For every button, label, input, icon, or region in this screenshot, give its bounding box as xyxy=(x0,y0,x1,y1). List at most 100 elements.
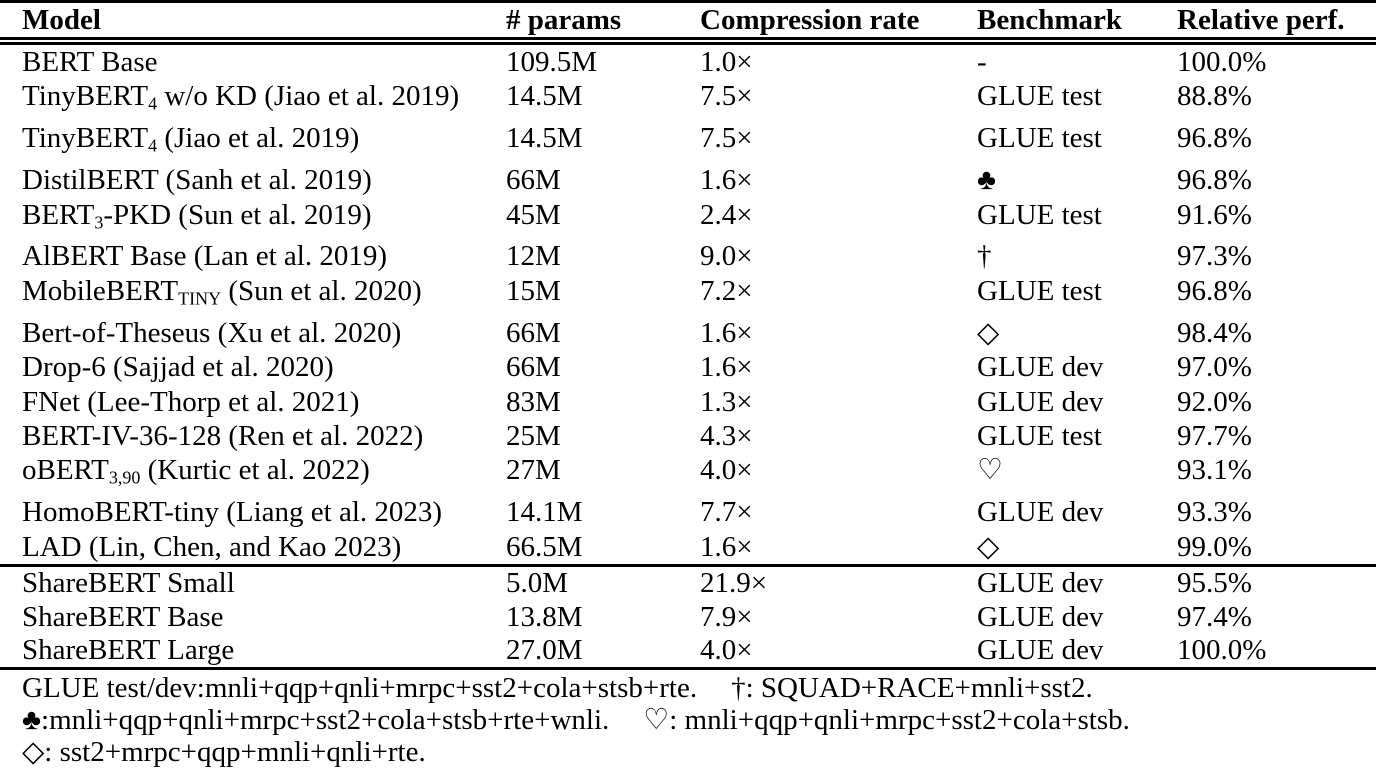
compression-rate-cell: 7.5× xyxy=(700,80,753,113)
params-cell: 27.0M xyxy=(506,633,583,666)
relative-perf-cell: 93.1% xyxy=(1177,454,1252,487)
relative-perf-cell: 97.4% xyxy=(1177,600,1252,633)
benchmark-cell: GLUE dev xyxy=(977,567,1104,600)
table-row: ShareBERT Large 27.0M 4.0× GLUE dev 100.0% xyxy=(0,634,1376,669)
model-name-text: oBERT xyxy=(22,454,109,487)
params-cell: 12M xyxy=(506,240,561,273)
benchmark-cell: GLUE dev xyxy=(977,600,1104,633)
subscript: 3,90 xyxy=(108,467,141,488)
footnote-line: GLUE test/dev:mnli+qqp+qnli+mrpc+sst2+co… xyxy=(22,673,1376,705)
model-name-text: BERT Base xyxy=(22,46,158,78)
compression-rate-cell: 1.3× xyxy=(700,385,753,418)
relative-perf-cell: 92.0% xyxy=(1177,385,1252,418)
model-name-text: -PKD (Sun et al. 2019) xyxy=(103,198,372,231)
table-row: Drop-6 (Sajjad et al. 2020) 66M 1.6× GLUE d… xyxy=(0,350,1376,384)
table-row: AlBERT Base (Lan et al. 2019) 12M 9.0× † 97.… xyxy=(0,239,1376,273)
params-cell: 66.5M xyxy=(506,530,583,563)
params-cell: 25M xyxy=(506,420,561,452)
compression-rate-cell: 1.6× xyxy=(700,530,753,563)
benchmark-cell: - xyxy=(977,46,987,78)
relative-perf-cell: 96.8% xyxy=(1177,164,1252,197)
compression-rate-cell: 4.0× xyxy=(700,633,753,666)
params-cell: 5.0M xyxy=(506,567,569,600)
model-cell: oBERT3,90 (Kurtic et al. 2022) xyxy=(0,453,506,495)
table-header: Model # params Compression rate Benchmark Re… xyxy=(0,2,1376,41)
column-header-3: Benchmark xyxy=(977,4,1122,36)
table-row: MobileBERTTINY (Sun et al. 2020) 15M 7.2× G… xyxy=(0,274,1376,316)
model-cell: ShareBERT Small xyxy=(0,566,506,601)
compression-rate-cell: 7.2× xyxy=(700,274,753,307)
relative-perf-cell: 88.8% xyxy=(1177,80,1252,113)
footnote-segment: GLUE test/dev:mnli+qqp+qnli+mrpc+sst2+co… xyxy=(22,672,698,705)
model-cell: AlBERT Base (Lan et al. 2019) xyxy=(0,239,506,273)
model-cell: ShareBERT Base xyxy=(0,601,506,634)
model-cell: HomoBERT-tiny (Liang et al. 2023) xyxy=(0,495,506,529)
model-name-text: HomoBERT-tiny (Liang et al. 2023) xyxy=(22,496,443,529)
model-cell: DistilBERT (Sanh et al. 2019) xyxy=(0,163,506,197)
benchmark-cell: ◇ xyxy=(977,530,1000,563)
relative-perf-cell: 95.5% xyxy=(1177,567,1252,600)
footnote-segment: ◇: sst2+mrpc+qqp+mnli+qnli+rte. xyxy=(22,735,426,768)
column-header-0: Model xyxy=(22,4,101,36)
benchmark-cell: ♡ xyxy=(977,454,1003,487)
relative-perf-cell: 96.8% xyxy=(1177,122,1252,155)
model-name-text: (Sun et al. 2020) xyxy=(221,274,422,307)
table-row: BERT Base 109.5M 1.0× - 100.0% xyxy=(0,41,1376,79)
benchmark-cell: GLUE test xyxy=(977,198,1102,231)
model-cell: Bert-of-Theseus (Xu et al. 2020) xyxy=(0,316,506,350)
model-cell: BERT-IV-36-128 (Ren et al. 2022) xyxy=(0,419,506,453)
column-header-1: # params xyxy=(506,4,622,36)
benchmark-cell: ♣ xyxy=(977,164,997,197)
column-header-2: Compression rate xyxy=(700,4,920,36)
results-table: Model # params Compression rate Benchmark Re… xyxy=(0,0,1376,669)
table-row: FNet (Lee-Thorp et al. 2021) 83M 1.3× GLUE … xyxy=(0,385,1376,419)
subscript: TINY xyxy=(178,288,222,309)
compression-rate-cell: 2.4× xyxy=(700,198,753,231)
model-name-text: BERT-IV-36-128 (Ren et al. 2022) xyxy=(22,420,424,452)
model-name-text: BERT xyxy=(22,198,95,231)
model-name-text: MobileBERT xyxy=(22,274,179,307)
compression-rate-cell: 7.7× xyxy=(700,496,753,529)
model-name-text: AlBERT Base (Lan et al. 2019) xyxy=(22,240,387,273)
footnote-line: ♣:mnli+qqp+qnli+mrpc+sst2+cola+stsb+rte+… xyxy=(22,704,1376,737)
benchmark-cell: ◇ xyxy=(977,316,1000,349)
model-cell: BERT3-PKD (Sun et al. 2019) xyxy=(0,198,506,240)
relative-perf-cell: 96.8% xyxy=(1177,274,1252,307)
compression-rate-cell: 21.9× xyxy=(700,567,768,600)
table-row: oBERT3,90 (Kurtic et al. 2022) 27M 4.0× ♡ 93… xyxy=(0,453,1376,495)
model-cell: MobileBERTTINY (Sun et al. 2020) xyxy=(0,274,506,316)
table-row: BERT3-PKD (Sun et al. 2019) 45M 2.4× GLUE t… xyxy=(0,198,1376,240)
compression-rate-cell: 1.6× xyxy=(700,351,753,384)
sharebert-rows: ShareBERT Small 5.0M 21.9× GLUE dev 95.5% Sha… xyxy=(0,566,1376,669)
header-row: Model # params Compression rate Benchmark Re… xyxy=(0,2,1376,41)
model-name-text: FNet (Lee-Thorp et al. 2021) xyxy=(22,385,360,418)
model-name-text: Bert-of-Theseus (Xu et al. 2020) xyxy=(22,316,402,349)
relative-perf-cell: 97.7% xyxy=(1177,420,1252,452)
compression-rate-cell: 1.6× xyxy=(700,164,753,197)
footnote-line: ◇: sst2+mrpc+qqp+mnli+qnli+rte. xyxy=(22,735,1376,768)
relative-perf-cell: 100.0% xyxy=(1177,633,1267,666)
model-cell: FNet (Lee-Thorp et al. 2021) xyxy=(0,385,506,419)
model-name-text: TinyBERT xyxy=(22,122,149,155)
params-cell: 27M xyxy=(506,454,561,487)
table-row: Bert-of-Theseus (Xu et al. 2020) 66M 1.6× ◇… xyxy=(0,316,1376,350)
model-name-text: TinyBERT xyxy=(22,80,149,113)
footnotes: GLUE test/dev:mnli+qqp+qnli+mrpc+sst2+co… xyxy=(0,670,1376,768)
model-cell: ShareBERT Large xyxy=(0,634,506,669)
table-row: ShareBERT Base 13.8M 7.9× GLUE dev 97.4% xyxy=(0,601,1376,634)
subscript: 3 xyxy=(94,212,104,233)
relative-perf-cell: 97.0% xyxy=(1177,351,1252,384)
params-cell: 83M xyxy=(506,385,561,418)
benchmark-cell: GLUE test xyxy=(977,274,1102,307)
relative-perf-cell: 100.0% xyxy=(1177,46,1267,78)
params-cell: 14.1M xyxy=(506,496,583,529)
table-row: TinyBERT4 (Jiao et al. 2019) 14.5M 7.5× GLU… xyxy=(0,121,1376,163)
footnote-segment: †: SQUAD+RACE+mnli+sst2. xyxy=(731,672,1093,705)
benchmark-cell: GLUE dev xyxy=(977,633,1104,666)
params-cell: 66M xyxy=(506,316,561,349)
params-cell: 66M xyxy=(506,164,561,197)
compression-rate-cell: 4.0× xyxy=(700,454,753,487)
subscript: 4 xyxy=(148,93,158,114)
benchmark-cell: GLUE dev xyxy=(977,385,1104,418)
relative-perf-cell: 99.0% xyxy=(1177,530,1252,563)
